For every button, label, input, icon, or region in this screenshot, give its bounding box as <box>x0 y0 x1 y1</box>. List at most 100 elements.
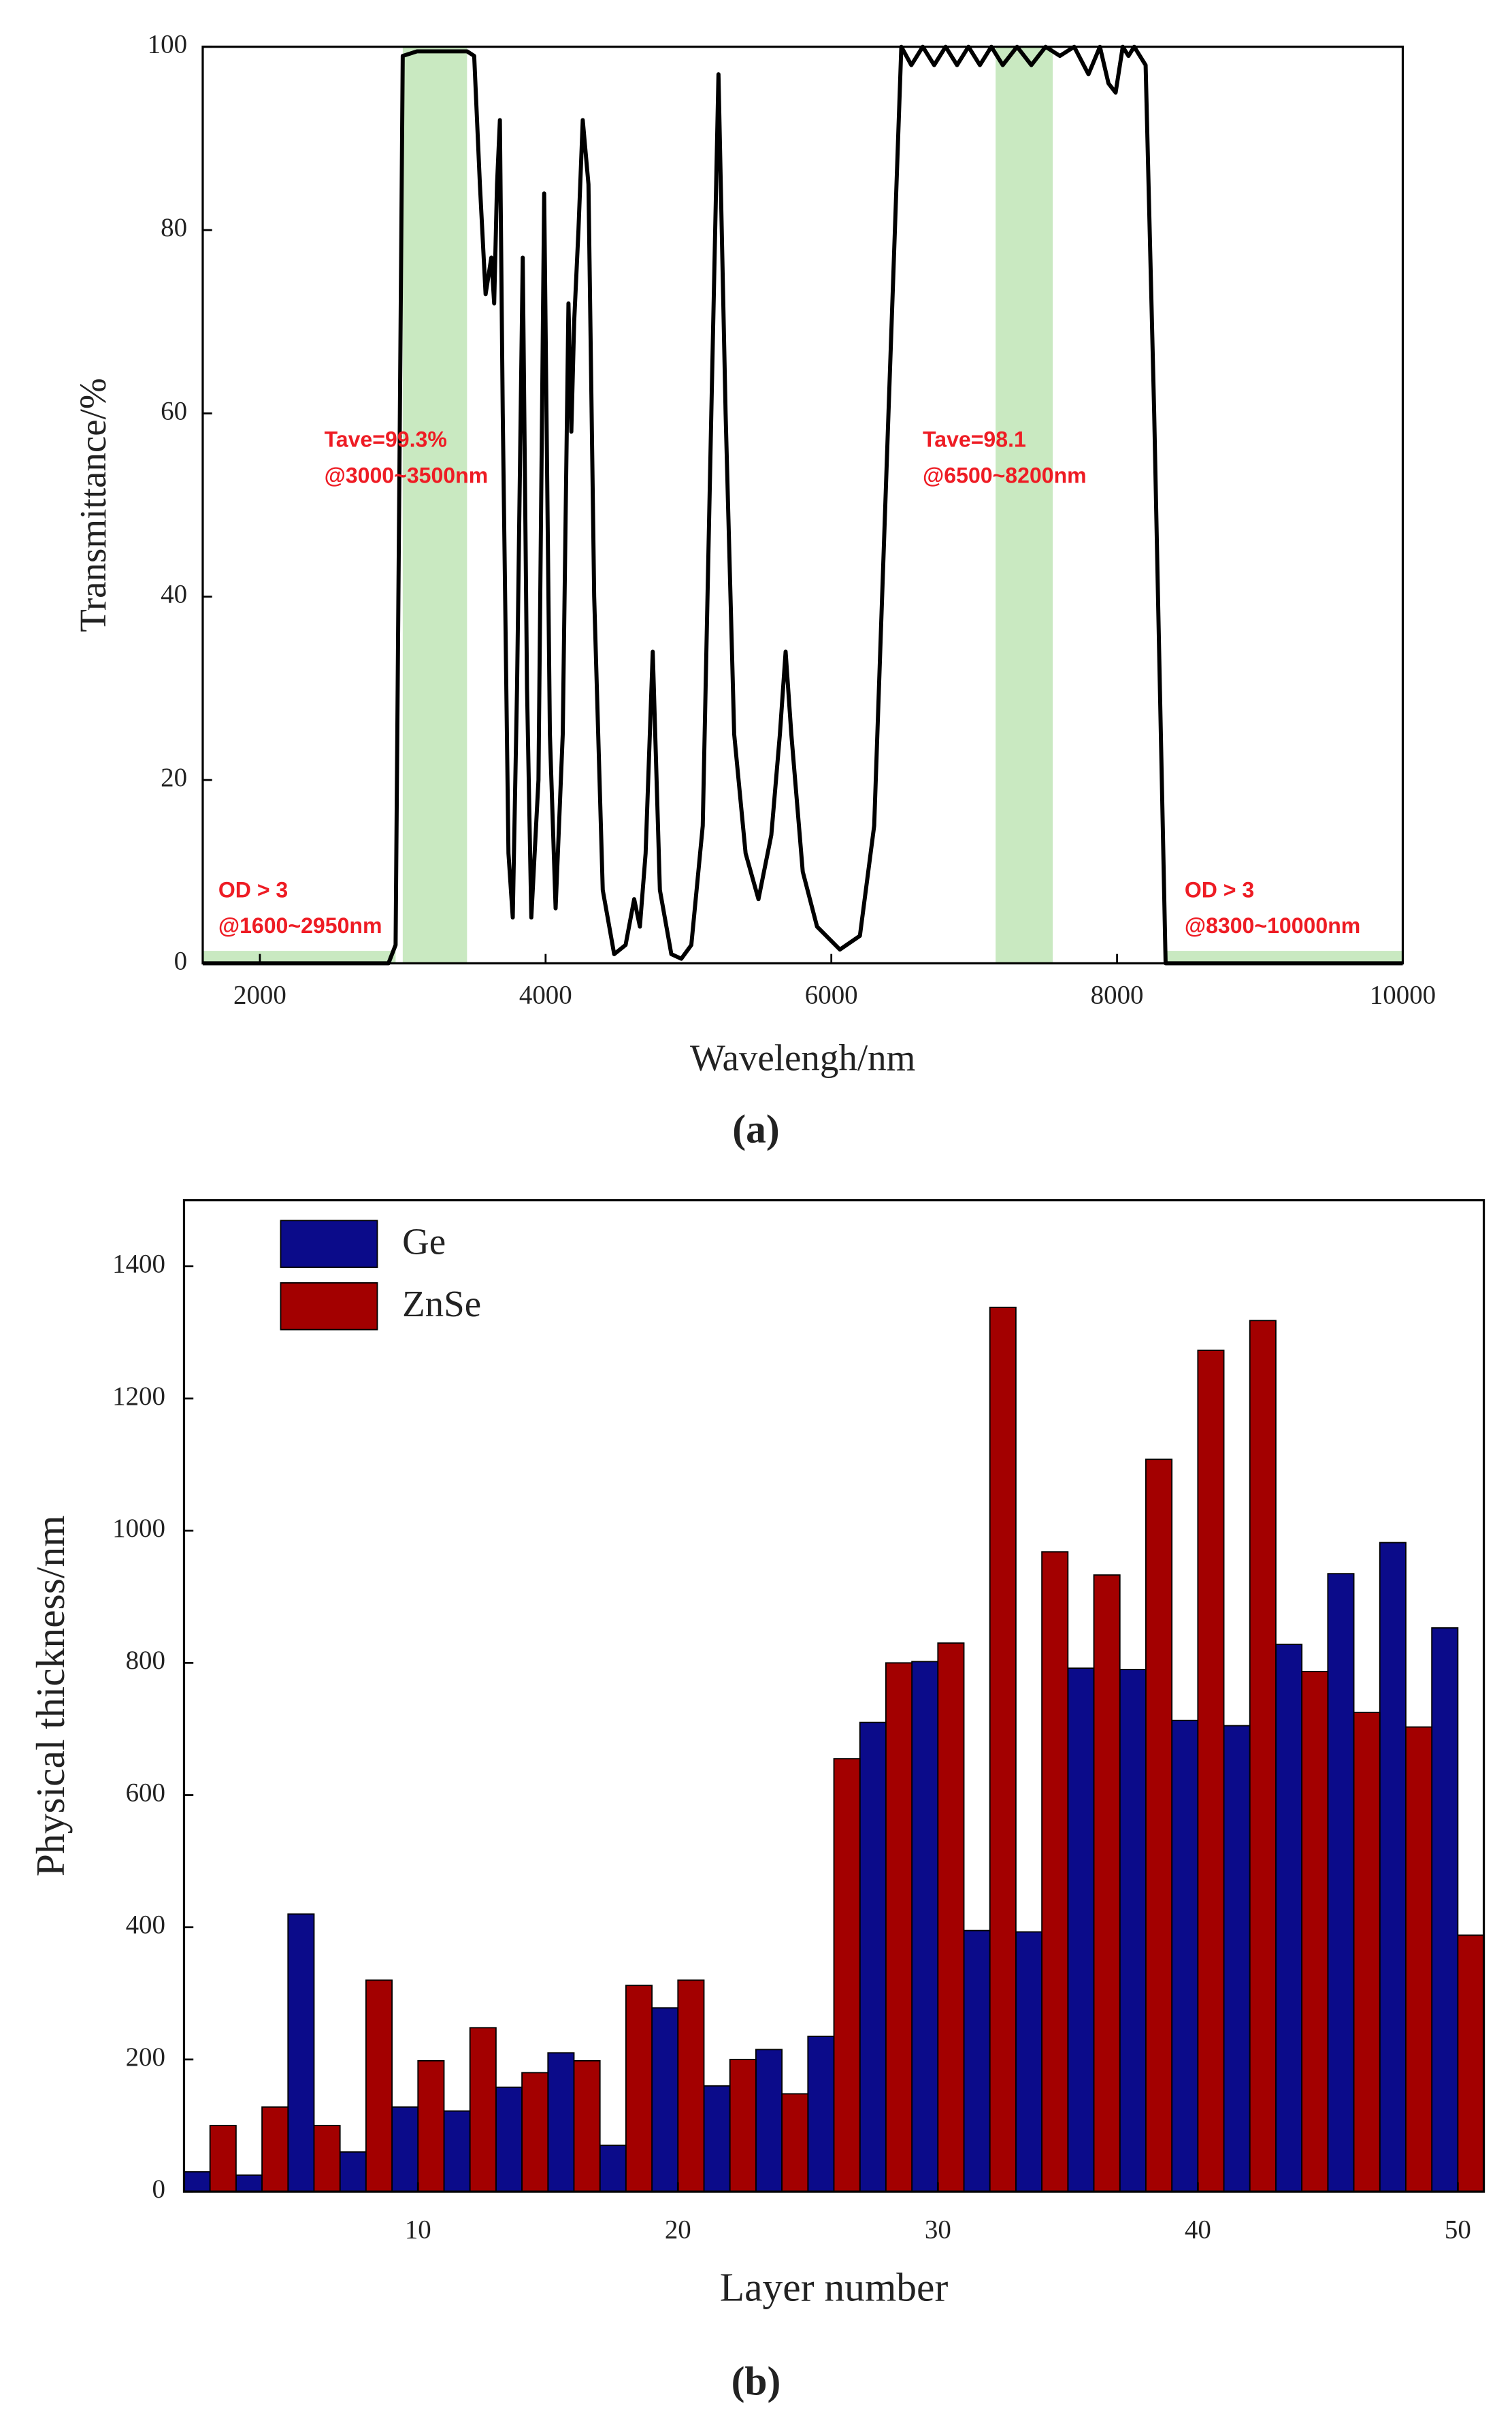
bar <box>1015 1931 1043 2193</box>
bar <box>1041 1551 1069 2193</box>
bar <box>1223 1725 1251 2193</box>
x-axis-title: Layer number <box>720 2264 949 2309</box>
plot-area <box>202 46 1403 964</box>
highlight-band <box>996 46 1053 964</box>
bar <box>1327 1573 1355 2193</box>
blocking-band <box>202 951 396 964</box>
x-tick-label: 40 <box>1185 2215 1211 2245</box>
bar <box>469 2027 497 2193</box>
x-axis-title: Wavelengh/nm <box>690 1037 915 1078</box>
caption: (b) <box>732 2358 781 2403</box>
bar <box>885 1662 913 2193</box>
bar <box>261 2106 289 2193</box>
annotation: Tave=99.3% <box>325 427 447 452</box>
y-tick-label: 0 <box>174 946 187 975</box>
y-tick-label: 60 <box>161 396 187 425</box>
legend-label: ZnSe <box>402 1283 481 1324</box>
x-tick-label: 10000 <box>1370 981 1436 1010</box>
bar <box>1301 1671 1329 2193</box>
bar <box>1197 1350 1225 2193</box>
bar <box>1171 1719 1199 2193</box>
y-tick-label: 1000 <box>112 1514 165 1543</box>
bar <box>625 1985 653 2193</box>
bar <box>807 2036 835 2193</box>
bar <box>1431 1627 1459 2193</box>
x-tick-label: 8000 <box>1091 981 1144 1010</box>
annotation: OD > 3 <box>218 878 288 902</box>
bar <box>417 2059 445 2193</box>
bar <box>1405 1726 1433 2193</box>
bar <box>443 2110 471 2193</box>
plot-frame <box>201 46 1404 965</box>
caption: (a) <box>732 1107 779 1152</box>
annotation: Tave=98.1 <box>923 427 1026 452</box>
bar <box>651 2007 679 2193</box>
bar <box>573 2059 601 2193</box>
bar <box>729 2059 757 2193</box>
y-tick-label: 40 <box>161 580 187 609</box>
annotation: @1600~2950nm <box>218 913 382 938</box>
bar <box>677 1979 705 2193</box>
x-tick-label: 4000 <box>519 981 572 1010</box>
y-tick-label: 600 <box>126 1778 165 1807</box>
bar <box>313 2125 341 2193</box>
bar <box>521 2072 549 2193</box>
annotation: @6500~8200nm <box>923 463 1087 487</box>
bar <box>287 1913 315 2193</box>
annotation: @8300~10000nm <box>1185 913 1360 938</box>
legend-label: Ge <box>402 1221 446 1263</box>
y-tick-label: 1400 <box>112 1250 165 1279</box>
x-tick-label: 30 <box>925 2215 951 2245</box>
bar <box>1067 1667 1095 2193</box>
bar <box>1353 1712 1381 2193</box>
bar <box>547 2052 575 2193</box>
blocking-band <box>1167 951 1403 964</box>
bar <box>937 1642 965 2193</box>
bar <box>235 2174 263 2193</box>
y-axis-title: Physical thickness/nm <box>28 1515 73 1876</box>
bar <box>1379 1542 1407 2193</box>
bar <box>781 2093 809 2193</box>
annotation: OD > 3 <box>1185 878 1254 902</box>
bar <box>833 1758 861 2193</box>
legend-swatch <box>280 1220 378 1268</box>
y-tick-label: 200 <box>126 2042 165 2072</box>
y-tick-label: 20 <box>161 763 187 792</box>
y-tick-label: 1200 <box>112 1382 165 1411</box>
bar <box>365 1979 393 2193</box>
bar <box>391 2106 419 2193</box>
bar <box>1119 1669 1147 2193</box>
bar <box>1249 1320 1277 2193</box>
bar <box>1093 1574 1121 2193</box>
x-tick-label: 20 <box>665 2215 691 2245</box>
bar <box>755 2049 783 2193</box>
transmittance-curve <box>202 44 1403 966</box>
y-tick-label: 100 <box>148 30 187 59</box>
bar <box>495 2086 523 2193</box>
bar <box>989 1306 1017 2193</box>
bar <box>963 1929 991 2193</box>
bar <box>599 2145 627 2193</box>
plot-frame <box>182 1199 1485 2193</box>
y-tick-label: 80 <box>161 213 187 242</box>
bar <box>703 2085 731 2193</box>
highlight-band <box>402 46 467 964</box>
y-axis-title: Transmittance/% <box>72 378 114 632</box>
y-tick-label: 800 <box>126 1646 165 1675</box>
bar <box>1457 1934 1485 2193</box>
y-tick-label: 400 <box>126 1910 165 1940</box>
x-tick-label: 50 <box>1445 2215 1471 2245</box>
bar <box>1275 1644 1303 2193</box>
y-tick-label: 0 <box>152 2174 165 2204</box>
x-tick-label: 6000 <box>805 981 858 1010</box>
bar <box>911 1661 939 2193</box>
bar <box>859 1721 887 2193</box>
x-tick-label: 2000 <box>233 981 286 1010</box>
bar <box>339 2151 367 2193</box>
x-tick-label: 10 <box>405 2215 431 2245</box>
bar <box>1145 1459 1173 2193</box>
legend-swatch <box>280 1282 378 1331</box>
annotation: @3000~3500nm <box>325 463 489 487</box>
